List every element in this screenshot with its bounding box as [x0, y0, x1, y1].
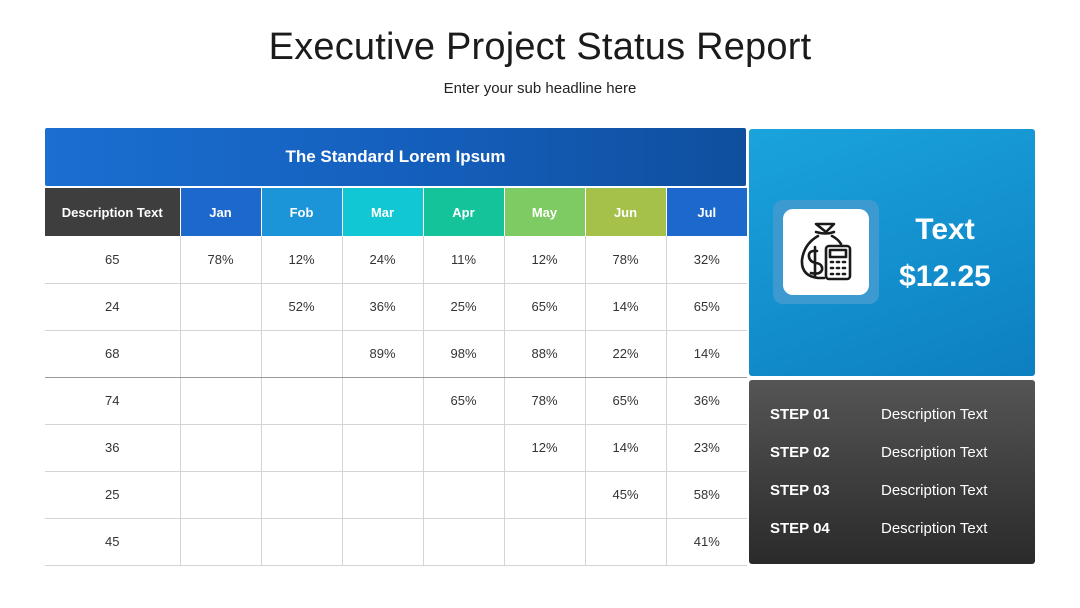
table-cell: 41% — [666, 518, 747, 566]
step-item: STEP 02 Description Text — [749, 444, 1035, 464]
table-cell: 36% — [342, 283, 424, 331]
table-row: 45 41% — [45, 518, 747, 566]
step-label: STEP 03 — [770, 482, 830, 499]
table-cell: 78% — [585, 236, 667, 284]
table-cell: 89% — [342, 330, 424, 378]
step-label: STEP 04 — [770, 520, 830, 537]
table-header-row: Description Text Jan Fob Mar Apr May Jun… — [45, 188, 747, 236]
table-header-title: The Standard Lorem Ipsum — [285, 147, 506, 166]
column-header-fob: Fob — [261, 188, 343, 236]
table-cell — [261, 377, 343, 425]
table-row: 36 12% 14% 23% — [45, 424, 747, 472]
page-title: Executive Project Status Report — [268, 26, 812, 68]
step-item: STEP 01 Description Text — [749, 406, 1035, 426]
step-label: STEP 02 — [770, 444, 830, 461]
table-cell: 24 — [45, 283, 181, 331]
column-header-may: May — [504, 188, 586, 236]
table-row: 25 45% 58% — [45, 471, 747, 519]
column-header-description: Description Text — [45, 188, 181, 236]
table-cell: 25% — [423, 283, 505, 331]
table-cell: 78% — [180, 236, 262, 284]
table-cell — [342, 471, 424, 519]
table-row: 74 65% 78% 65% 36% — [45, 377, 747, 425]
table-row: 24 52% 36% 25% 65% 14% 65% — [45, 283, 747, 331]
table-row: 65 78% 12% 24% 11% 12% 78% 32% — [45, 236, 747, 284]
table-cell — [423, 471, 505, 519]
table-cell: 98% — [423, 330, 505, 378]
table-cell: 65 — [45, 236, 181, 284]
kpi-card: Text $12.25 — [749, 129, 1035, 376]
table-cell: 12% — [261, 236, 343, 284]
table-cell: 23% — [666, 424, 747, 472]
table-cell: 36% — [666, 377, 747, 425]
step-item: STEP 03 Description Text — [749, 482, 1035, 502]
column-header-jun: Jun — [585, 188, 667, 236]
table-cell: 36 — [45, 424, 181, 472]
icon-frame — [773, 200, 879, 304]
money-bag-calculator-icon — [800, 222, 852, 281]
table-cell: 88% — [504, 330, 586, 378]
table-cell: 65% — [504, 283, 586, 331]
table-cell: 12% — [504, 236, 586, 284]
table-cell — [180, 283, 262, 331]
step-label: STEP 01 — [770, 406, 830, 423]
table-row: 68 89% 98% 88% 22% 14% — [45, 330, 747, 378]
table-cell — [504, 471, 586, 519]
table-cell: 68 — [45, 330, 181, 378]
table-cell: 11% — [423, 236, 505, 284]
table-cell: 45% — [585, 471, 667, 519]
table-cell — [423, 518, 505, 566]
table-cell: 25 — [45, 471, 181, 519]
table-header-banner: The Standard Lorem Ipsum — [45, 128, 746, 186]
table-cell: 22% — [585, 330, 667, 378]
table-cell: 14% — [585, 283, 667, 331]
table-cell: 65% — [666, 283, 747, 331]
table-cell: 24% — [342, 236, 424, 284]
column-header-mar: Mar — [342, 188, 424, 236]
page-subtitle: Enter your sub headline here — [443, 80, 637, 97]
table-cell: 65% — [585, 377, 667, 425]
table-cell: 45 — [45, 518, 181, 566]
column-header-jan: Jan — [180, 188, 262, 236]
table-cell — [180, 377, 262, 425]
table-cell — [261, 518, 343, 566]
step-description: Description Text — [881, 444, 988, 461]
table-cell: 14% — [666, 330, 747, 378]
steps-card: STEP 01 Description Text STEP 02 Descrip… — [749, 380, 1035, 564]
table-cell — [180, 424, 262, 472]
table-cell: 14% — [585, 424, 667, 472]
column-header-jul: Jul — [666, 188, 747, 236]
table-cell — [342, 518, 424, 566]
step-description: Description Text — [881, 520, 988, 537]
table-cell — [261, 330, 343, 378]
table-cell: 74 — [45, 377, 181, 425]
table-cell — [180, 518, 262, 566]
icon-tile — [783, 209, 869, 295]
status-table: Description Text Jan Fob Mar Apr May Jun… — [45, 188, 747, 566]
table-cell — [180, 330, 262, 378]
table-cell — [504, 518, 586, 566]
table-cell: 58% — [666, 471, 747, 519]
table-cell — [585, 518, 667, 566]
table-cell: 52% — [261, 283, 343, 331]
table-cell — [342, 377, 424, 425]
step-description: Description Text — [881, 482, 988, 499]
kpi-value: $12.25 — [899, 260, 991, 293]
step-item: STEP 04 Description Text — [749, 520, 1035, 540]
table-cell — [423, 424, 505, 472]
table-cell: 78% — [504, 377, 586, 425]
column-header-apr: Apr — [423, 188, 505, 236]
table-cell — [261, 471, 343, 519]
table-cell — [261, 424, 343, 472]
table-cell: 65% — [423, 377, 505, 425]
kpi-label: Text — [915, 213, 975, 246]
table-cell — [342, 424, 424, 472]
table-cell — [180, 471, 262, 519]
table-cell: 32% — [666, 236, 747, 284]
table-cell: 12% — [504, 424, 586, 472]
step-description: Description Text — [881, 406, 988, 423]
